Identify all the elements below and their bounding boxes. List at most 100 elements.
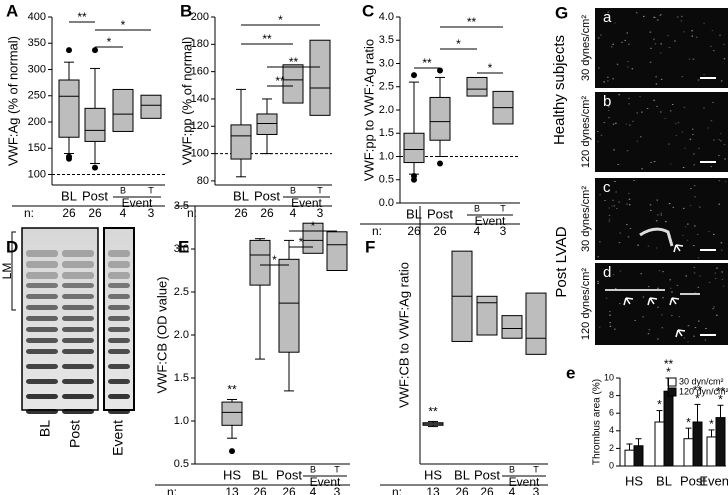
speckle (689, 204, 692, 206)
x-tick-label: Post (276, 467, 302, 482)
y-axis-label: Thrombus area (%) (592, 379, 603, 465)
speckle (680, 20, 683, 22)
speckle (694, 327, 697, 329)
box (84, 107, 106, 142)
speckle (643, 15, 645, 17)
speckle (668, 203, 671, 205)
speckle (697, 257, 700, 259)
speckle (598, 326, 601, 328)
sig-label: * (456, 37, 461, 51)
speckle (616, 208, 618, 210)
sig-label: ** (422, 56, 432, 70)
speckle (692, 58, 695, 60)
speckle (665, 221, 667, 223)
x-tick-label: T (334, 464, 340, 474)
speckle (697, 79, 700, 81)
speckle (698, 147, 700, 149)
group-label: Event (291, 196, 322, 210)
gel-band (108, 409, 130, 414)
panel-letter: C (362, 1, 374, 20)
speckle (653, 38, 655, 40)
group-label: Event (122, 196, 153, 210)
y-tick-label: 2 (609, 443, 614, 453)
gel-band (26, 394, 58, 399)
speckle (627, 236, 630, 238)
bar (683, 438, 694, 467)
speckle (634, 319, 636, 321)
speckle (695, 36, 698, 38)
speckle (657, 306, 659, 308)
speckle (635, 12, 638, 14)
speckle (609, 314, 611, 316)
outlier (66, 47, 72, 54)
gel-band (26, 409, 58, 414)
speckle (683, 106, 686, 108)
speckle (656, 199, 659, 201)
speckle (631, 68, 634, 70)
speckle (724, 158, 726, 160)
speckle (627, 66, 629, 68)
speckle (667, 35, 669, 37)
box (476, 295, 498, 336)
y-tick-label: 3.5 (379, 34, 394, 46)
y-tick-label: 0.5 (174, 458, 189, 470)
sig-label: ** (716, 384, 726, 398)
speckle (641, 111, 643, 113)
speckle (609, 310, 611, 312)
sig-label: * (278, 13, 283, 27)
speckle (714, 278, 717, 280)
speckle (618, 201, 620, 203)
speckle (668, 47, 671, 49)
speckle (618, 94, 620, 96)
y-tick-label: 6 (609, 408, 614, 418)
n-value: 26 (234, 206, 248, 220)
n-value: 26 (455, 485, 469, 495)
gel-band (62, 327, 94, 332)
speckle (624, 39, 627, 41)
speckle (676, 16, 679, 18)
speckle (718, 180, 721, 182)
speckle (599, 194, 601, 196)
sig-label: ** (428, 405, 438, 419)
speckle (721, 278, 724, 280)
speckle (687, 223, 689, 225)
speckle (627, 61, 629, 63)
legend-label: 120 dyn/cm² (679, 386, 728, 396)
speckle (692, 134, 694, 136)
sig-label: * (272, 253, 277, 267)
speckle (636, 140, 639, 142)
outlier (437, 160, 443, 167)
speckle (683, 337, 686, 339)
speckle (694, 292, 697, 294)
shear-label: 30 dynes/cm² (580, 186, 592, 252)
gel-band (62, 409, 94, 414)
speckle (625, 123, 628, 125)
speckle (609, 325, 612, 327)
arrow (673, 244, 684, 253)
gel-band (108, 283, 130, 288)
outlier (92, 164, 98, 171)
bar (633, 445, 644, 467)
n-value: 4 (474, 224, 481, 238)
speckle (712, 101, 714, 103)
x-tick-label: BL (656, 473, 672, 488)
speckle (708, 281, 711, 283)
speckle (597, 131, 599, 133)
sig-label: * (121, 18, 126, 32)
y-tick-label: 3.0 (174, 243, 189, 255)
box (278, 258, 300, 353)
speckle (720, 80, 723, 82)
arrow (647, 297, 658, 306)
n-value: 26 (88, 206, 102, 220)
panel-letter: F (365, 237, 375, 256)
gel-band (62, 294, 94, 299)
micro-image (595, 8, 728, 88)
y-tick-label: 1.0 (379, 150, 394, 162)
lane-label: Post (67, 420, 83, 448)
speckle (720, 140, 722, 142)
y-tick-label: 1.0 (174, 415, 189, 427)
y-tick-label: 4 (609, 425, 614, 435)
speckle (719, 133, 722, 135)
speckle (614, 328, 616, 330)
